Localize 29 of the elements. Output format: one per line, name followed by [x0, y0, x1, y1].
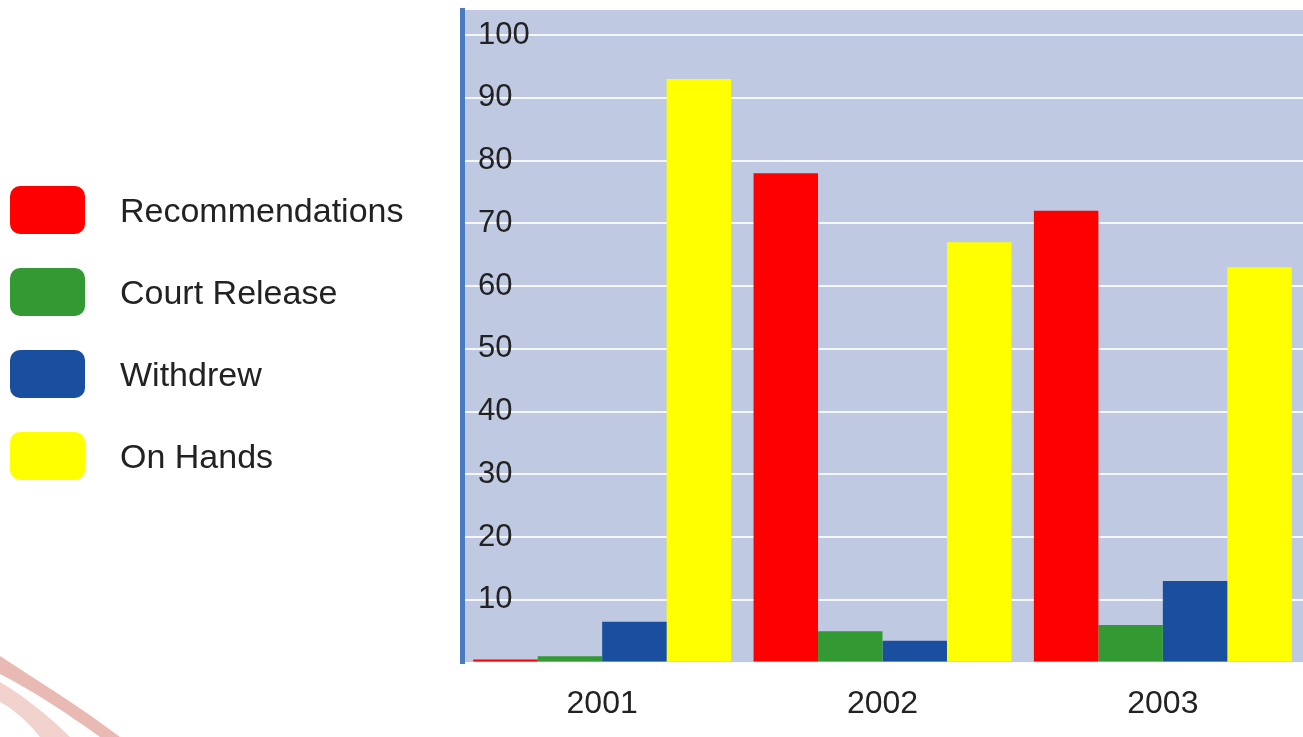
y-tick-label: 30 — [478, 454, 513, 490]
bar — [602, 621, 667, 662]
y-tick-label: 70 — [478, 203, 513, 239]
y-tick-label: 80 — [478, 141, 513, 177]
x-tick-label: 2001 — [566, 683, 638, 720]
bar — [946, 242, 1012, 662]
bar — [473, 659, 538, 662]
bar — [1227, 267, 1292, 662]
y-tick-label: 90 — [478, 78, 513, 114]
x-tick-label: 2003 — [1127, 683, 1199, 720]
y-tick-label: 40 — [478, 392, 513, 428]
bar — [1033, 210, 1099, 662]
y-tick-label: 50 — [478, 329, 513, 365]
bar — [537, 656, 603, 662]
y-tick-label: 100 — [478, 15, 530, 51]
bar — [1162, 581, 1228, 662]
y-tick-label: 10 — [478, 580, 513, 616]
bar — [818, 631, 883, 662]
bar — [882, 640, 947, 662]
y-tick-label: 60 — [478, 266, 513, 302]
legend-label: Recommendations — [120, 190, 404, 230]
bar — [1098, 624, 1163, 662]
bar — [666, 79, 732, 662]
y-tick-label: 20 — [478, 517, 513, 553]
bar — [753, 173, 819, 662]
legend-label: On Hands — [120, 436, 274, 476]
legend-label: Court Release — [120, 272, 338, 312]
x-tick-label: 2002 — [846, 683, 919, 720]
legend-label: Withdrew — [120, 354, 262, 394]
